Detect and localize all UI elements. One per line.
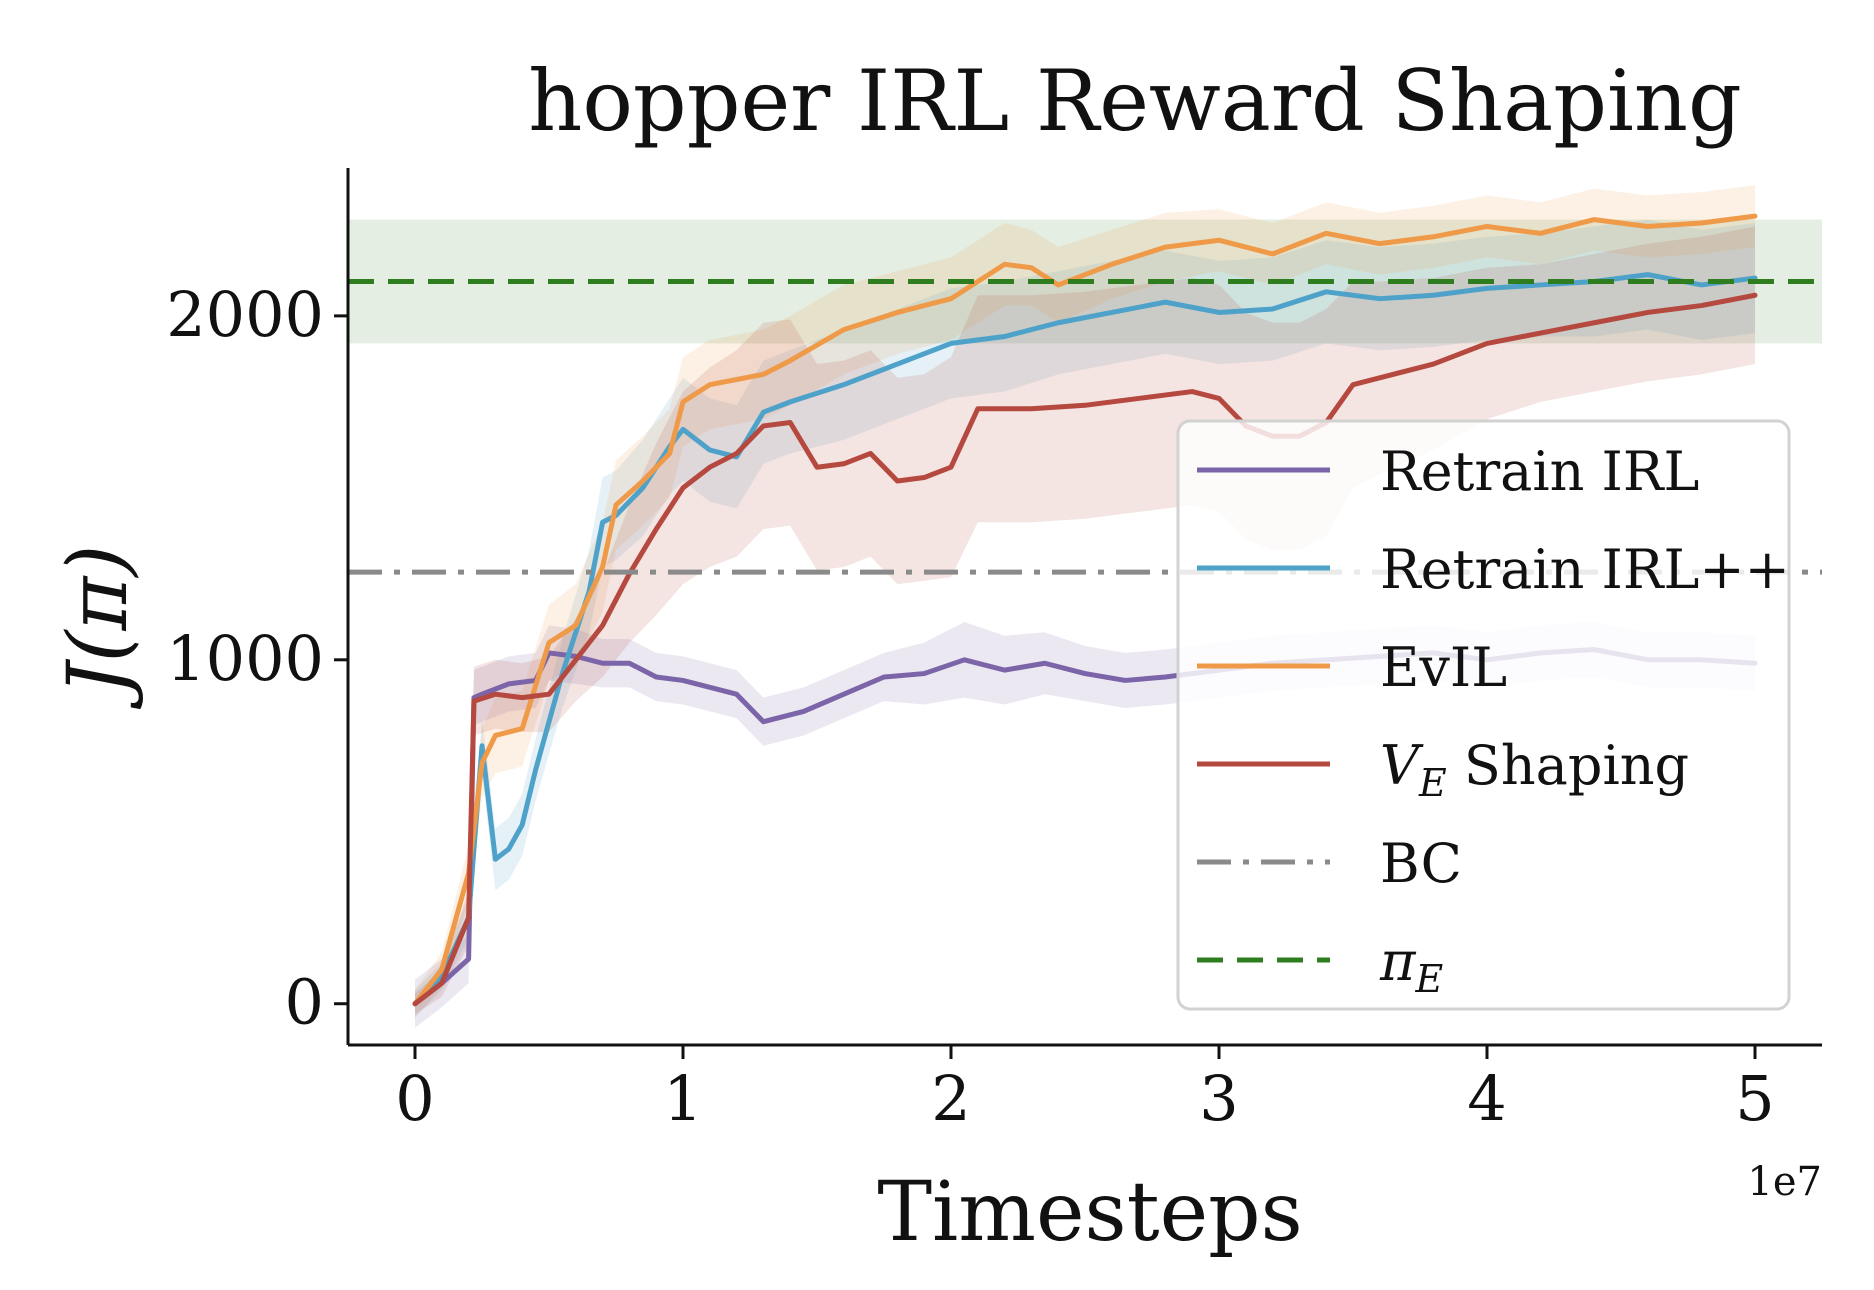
x-tick-label: 2	[931, 1062, 970, 1135]
legend-label-retrain-irl: Retrain IRL++	[1380, 538, 1790, 601]
legend: Retrain IRL Retrain IRL++ EvIL VE Shaping BC…	[1176, 419, 1791, 1011]
x-axis-label: Timesteps	[877, 1165, 1302, 1260]
band-retrain-irl-0	[415, 621, 1755, 1028]
legend-label-bc: BC	[1380, 832, 1462, 895]
band-retrain-irl-1	[415, 219, 1755, 1018]
legend-label-evil: EvIL	[1380, 636, 1507, 699]
line-v-e-shaping-3	[412, 292, 1758, 1007]
y-axis-label: J(π)	[51, 545, 146, 710]
x-axis-multiplier: 1e7	[1747, 1159, 1822, 1205]
x-tick-label: 0	[395, 1062, 434, 1135]
legend-label-v-e-shaping: VE Shaping	[1380, 734, 1689, 805]
line-evil-2	[412, 213, 1758, 1007]
x-tick-label: 3	[1199, 1062, 1238, 1135]
legend-label-retrain-irl: Retrain IRL	[1380, 440, 1699, 503]
y-tick-label: 1000	[166, 622, 324, 695]
line-retrain-irl-1	[412, 272, 1758, 1007]
axes	[346, 168, 1822, 1047]
y-tick-label: 0	[285, 966, 324, 1039]
legend-frame	[1176, 419, 1791, 1011]
legend-label-e: πE	[1379, 930, 1444, 1001]
y-axis-ticks: 0 1000 2000	[166, 278, 348, 1039]
x-tick-label: 1	[663, 1062, 702, 1135]
x-tick-label: 4	[1467, 1062, 1506, 1135]
x-axis-ticks: 0 1 2 3 4 5	[395, 1045, 1775, 1135]
y-tick-label: 2000	[166, 278, 324, 351]
band-evil-2	[415, 185, 1755, 1018]
x-tick-label: 5	[1735, 1062, 1774, 1135]
chart-title: hopper IRL Reward Shaping	[528, 52, 1742, 150]
